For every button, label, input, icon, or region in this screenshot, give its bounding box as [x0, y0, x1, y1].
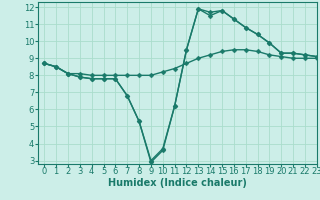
X-axis label: Humidex (Indice chaleur): Humidex (Indice chaleur)	[108, 178, 247, 188]
